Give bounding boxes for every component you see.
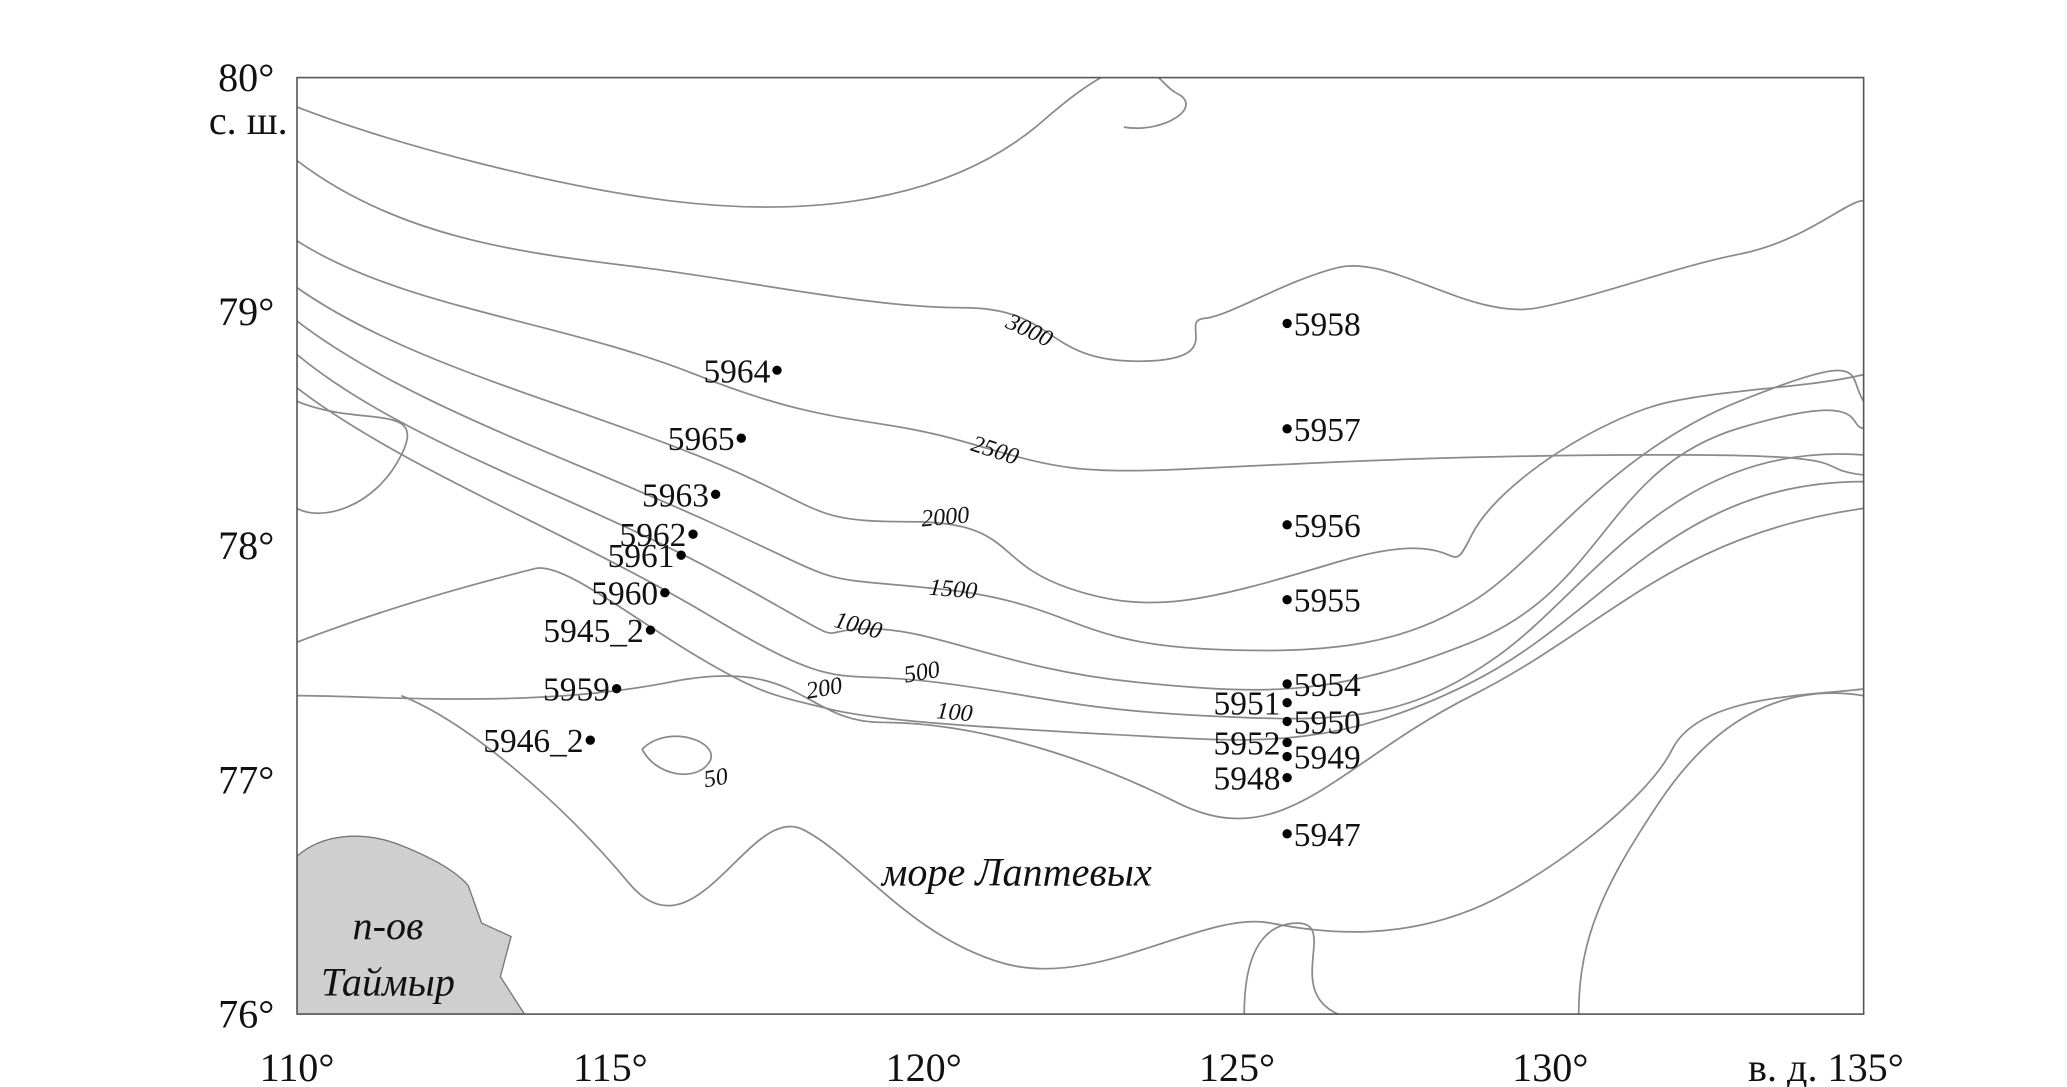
station-label: 5947 [1294, 817, 1361, 854]
station [585, 735, 595, 745]
land [297, 835, 526, 1015]
contour-line [297, 400, 409, 515]
station [1282, 829, 1292, 839]
sea-label: море Лаптевых [880, 850, 1152, 895]
station-label: 5962 [619, 517, 686, 554]
contour-line [297, 507, 1864, 820]
y-tick-label: 80° [218, 55, 274, 100]
station [660, 587, 670, 598]
station-label: 5950 [1294, 704, 1361, 741]
contour-line [401, 688, 1864, 970]
contour-label: 1000 [831, 607, 884, 645]
contour-line [297, 159, 1864, 363]
station-label: 5945_2 [543, 613, 643, 650]
contour-line [297, 77, 1187, 208]
station [1282, 679, 1292, 689]
contour-line [641, 735, 712, 776]
station [688, 529, 698, 539]
contour-line [297, 387, 1864, 720]
station [1282, 772, 1292, 783]
station-label: 5960 [591, 576, 658, 613]
station-label: 5955 [1294, 583, 1361, 620]
station-label: 5958 [1294, 306, 1361, 343]
contour-label: 2500 [968, 431, 1022, 471]
contour-label: 2000 [920, 502, 970, 532]
station [1282, 698, 1292, 708]
x-tick-label: 130° [1512, 1045, 1588, 1087]
x-tick-label: 115° [573, 1045, 648, 1087]
contour-line [1577, 692, 1864, 1015]
station [1282, 520, 1292, 530]
contour-line [297, 286, 1864, 604]
contour-label: 3000 [1001, 308, 1057, 352]
y-tick-label: 78° [218, 523, 274, 568]
x-tick-label: 110° [260, 1045, 335, 1087]
station [645, 625, 656, 635]
station [1282, 595, 1292, 605]
y-tick-label: 79° [218, 289, 274, 334]
contour-label: 1500 [928, 575, 978, 605]
x-tick-label: 125° [1199, 1045, 1275, 1087]
x-tick-label: 120° [886, 1045, 962, 1087]
contour-line [297, 480, 1864, 741]
station-label: 5959 [543, 672, 610, 709]
station [710, 489, 721, 500]
station [611, 683, 622, 694]
station-label: 5949 [1294, 740, 1361, 777]
station [1282, 424, 1292, 434]
map-frame [296, 76, 1865, 1015]
station-label: 5964 [703, 353, 770, 390]
contour-label: 50 [702, 764, 730, 794]
station-label: 5963 [642, 477, 709, 514]
station-label: 5961 [608, 538, 675, 575]
y-axis-label: с. ш. [209, 98, 288, 143]
station [1282, 318, 1292, 329]
bathymetry [297, 77, 1864, 1015]
station [736, 433, 746, 443]
station [1282, 737, 1292, 748]
station-label: 5965 [668, 421, 735, 458]
peninsula-label: п-ов [353, 903, 424, 948]
peninsula-label: Таймыр [321, 959, 455, 1004]
contour-label: 200 [804, 673, 844, 705]
contour-line [297, 320, 1864, 652]
station-label: 5946_2 [483, 723, 583, 760]
station [676, 550, 686, 560]
contour-label: 500 [902, 657, 942, 689]
x-tick-label: в. д. 135° [1748, 1045, 1904, 1087]
station-label: 5956 [1294, 508, 1361, 545]
station-label: 5957 [1294, 412, 1361, 449]
contour-line [1243, 922, 1339, 1015]
station [772, 365, 782, 375]
contour-label: 100 [935, 698, 973, 727]
y-tick-label: 76° [218, 991, 274, 1036]
y-tick-label: 77° [218, 757, 274, 802]
contour-line [297, 353, 1864, 691]
contour-line [297, 240, 1864, 476]
station [1282, 751, 1292, 762]
station-label: 5952 [1214, 726, 1281, 763]
station-label: 5954 [1294, 667, 1361, 704]
station-label: 5948 [1214, 761, 1281, 798]
station-label: 5951 [1214, 686, 1281, 723]
station [1282, 716, 1292, 727]
